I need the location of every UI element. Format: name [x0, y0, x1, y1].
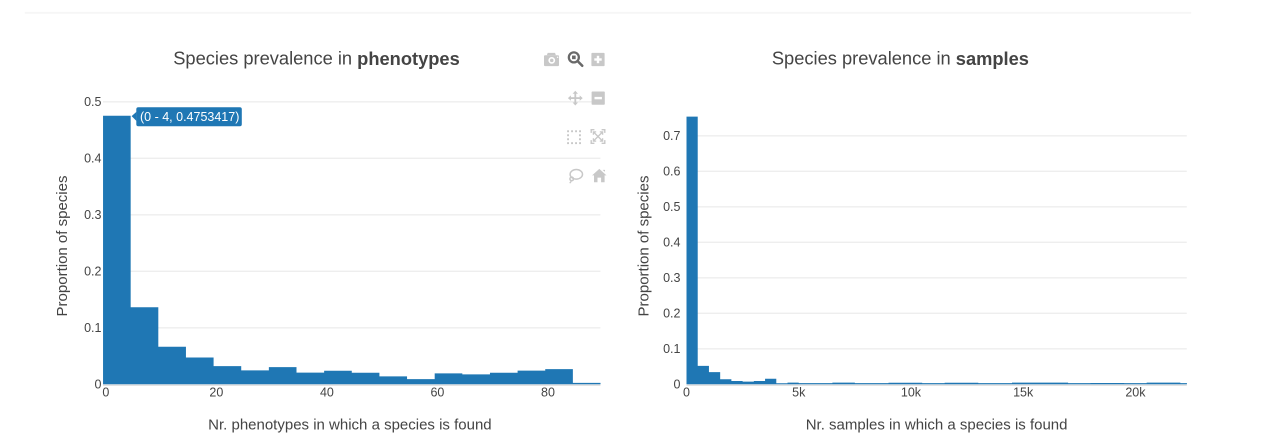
- svg-text:0.4: 0.4: [663, 235, 680, 249]
- svg-text:0: 0: [674, 377, 681, 391]
- svg-text:0.3: 0.3: [663, 271, 680, 285]
- svg-text:Species prevalence in phenotyp: Species prevalence in phenotypes: [173, 47, 460, 68]
- svg-text:0.1: 0.1: [84, 321, 101, 335]
- svg-text:0.3: 0.3: [84, 208, 101, 222]
- svg-text:5k: 5k: [792, 386, 806, 400]
- svg-text:60: 60: [430, 386, 444, 400]
- svg-text:0: 0: [95, 377, 102, 391]
- svg-text:10k: 10k: [901, 386, 922, 400]
- svg-text:0.2: 0.2: [663, 306, 680, 320]
- svg-text:Nr. phenotypes in which a spec: Nr. phenotypes in which a species is fou…: [208, 417, 492, 434]
- svg-text:Species prevalence in samples: Species prevalence in samples: [772, 47, 1029, 68]
- svg-text:0: 0: [102, 386, 109, 400]
- svg-text:0.4: 0.4: [84, 151, 101, 165]
- svg-text:0.5: 0.5: [663, 200, 680, 214]
- svg-text:Nr. samples in which a species: Nr. samples in which a species is found: [806, 417, 1068, 434]
- svg-text:(0 - 4, 0.4753417): (0 - 4, 0.4753417): [140, 110, 239, 124]
- svg-text:15k: 15k: [1013, 386, 1034, 400]
- svg-text:20k: 20k: [1125, 386, 1146, 400]
- svg-text:0: 0: [683, 386, 690, 400]
- svg-text:0.6: 0.6: [663, 164, 680, 178]
- svg-text:0.7: 0.7: [663, 129, 680, 143]
- svg-text:Proportion of species: Proportion of species: [54, 176, 71, 317]
- svg-text:40: 40: [320, 386, 334, 400]
- svg-text:Proportion of species: Proportion of species: [636, 176, 653, 317]
- svg-text:20: 20: [209, 386, 223, 400]
- svg-text:80: 80: [541, 386, 555, 400]
- svg-text:0.1: 0.1: [663, 342, 680, 356]
- svg-text:0.5: 0.5: [84, 95, 101, 109]
- svg-text:0.2: 0.2: [84, 264, 101, 278]
